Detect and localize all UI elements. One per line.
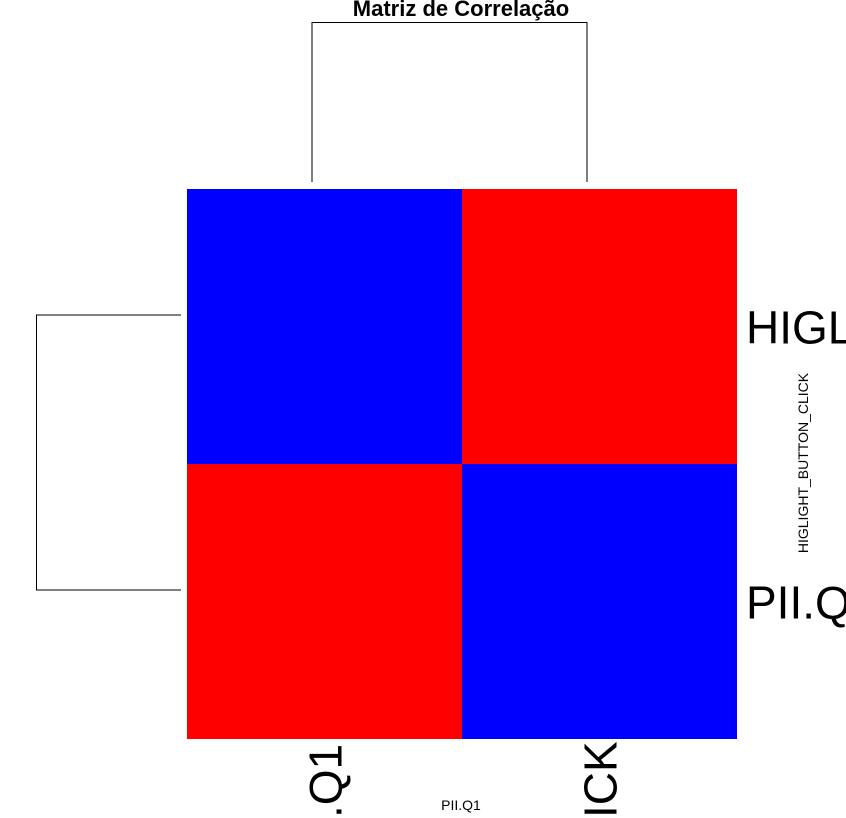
chart-title: Matriz de Correlação: [353, 0, 569, 21]
row-label-0: HIGL: [746, 302, 846, 354]
row-label-1: PII.Q: [746, 577, 846, 629]
heatmap-cell-r1-c1: [462, 464, 737, 739]
x-axis-label: PII.Q1: [441, 797, 481, 813]
row-labels: HIGL PII.Q: [746, 302, 846, 629]
heatmap-cell-r0-c1: [462, 189, 737, 464]
row-dendrogram: [36, 314, 181, 591]
column-labels: .Q1 ICK: [300, 741, 627, 818]
column-label-0: .Q1: [300, 744, 352, 818]
heatmap-cells: [187, 189, 737, 739]
column-dendrogram: [311, 22, 588, 182]
heatmap-cell-r1-c0: [187, 464, 462, 739]
column-label-1: ICK: [575, 741, 627, 818]
heatmap-cell-r0-c0: [187, 189, 462, 464]
y-axis-label: HIGLIGHT_BUTTON_CLICK: [795, 372, 811, 553]
